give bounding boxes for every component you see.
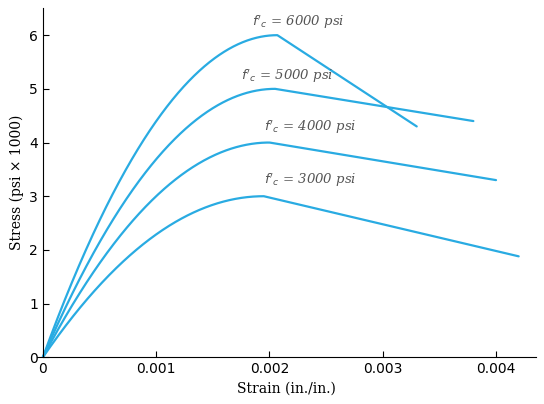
Text: $f'_c$ = 3000 psi: $f'_c$ = 3000 psi	[264, 172, 356, 189]
X-axis label: Strain (in./in.): Strain (in./in.)	[237, 382, 336, 396]
Text: $f'_c$ = 6000 psi: $f'_c$ = 6000 psi	[252, 13, 345, 31]
Text: $f'_c$ = 4000 psi: $f'_c$ = 4000 psi	[264, 118, 356, 136]
Text: $f'_c$ = 5000 psi: $f'_c$ = 5000 psi	[241, 67, 333, 84]
Y-axis label: Stress (psi × 1000): Stress (psi × 1000)	[9, 115, 23, 250]
